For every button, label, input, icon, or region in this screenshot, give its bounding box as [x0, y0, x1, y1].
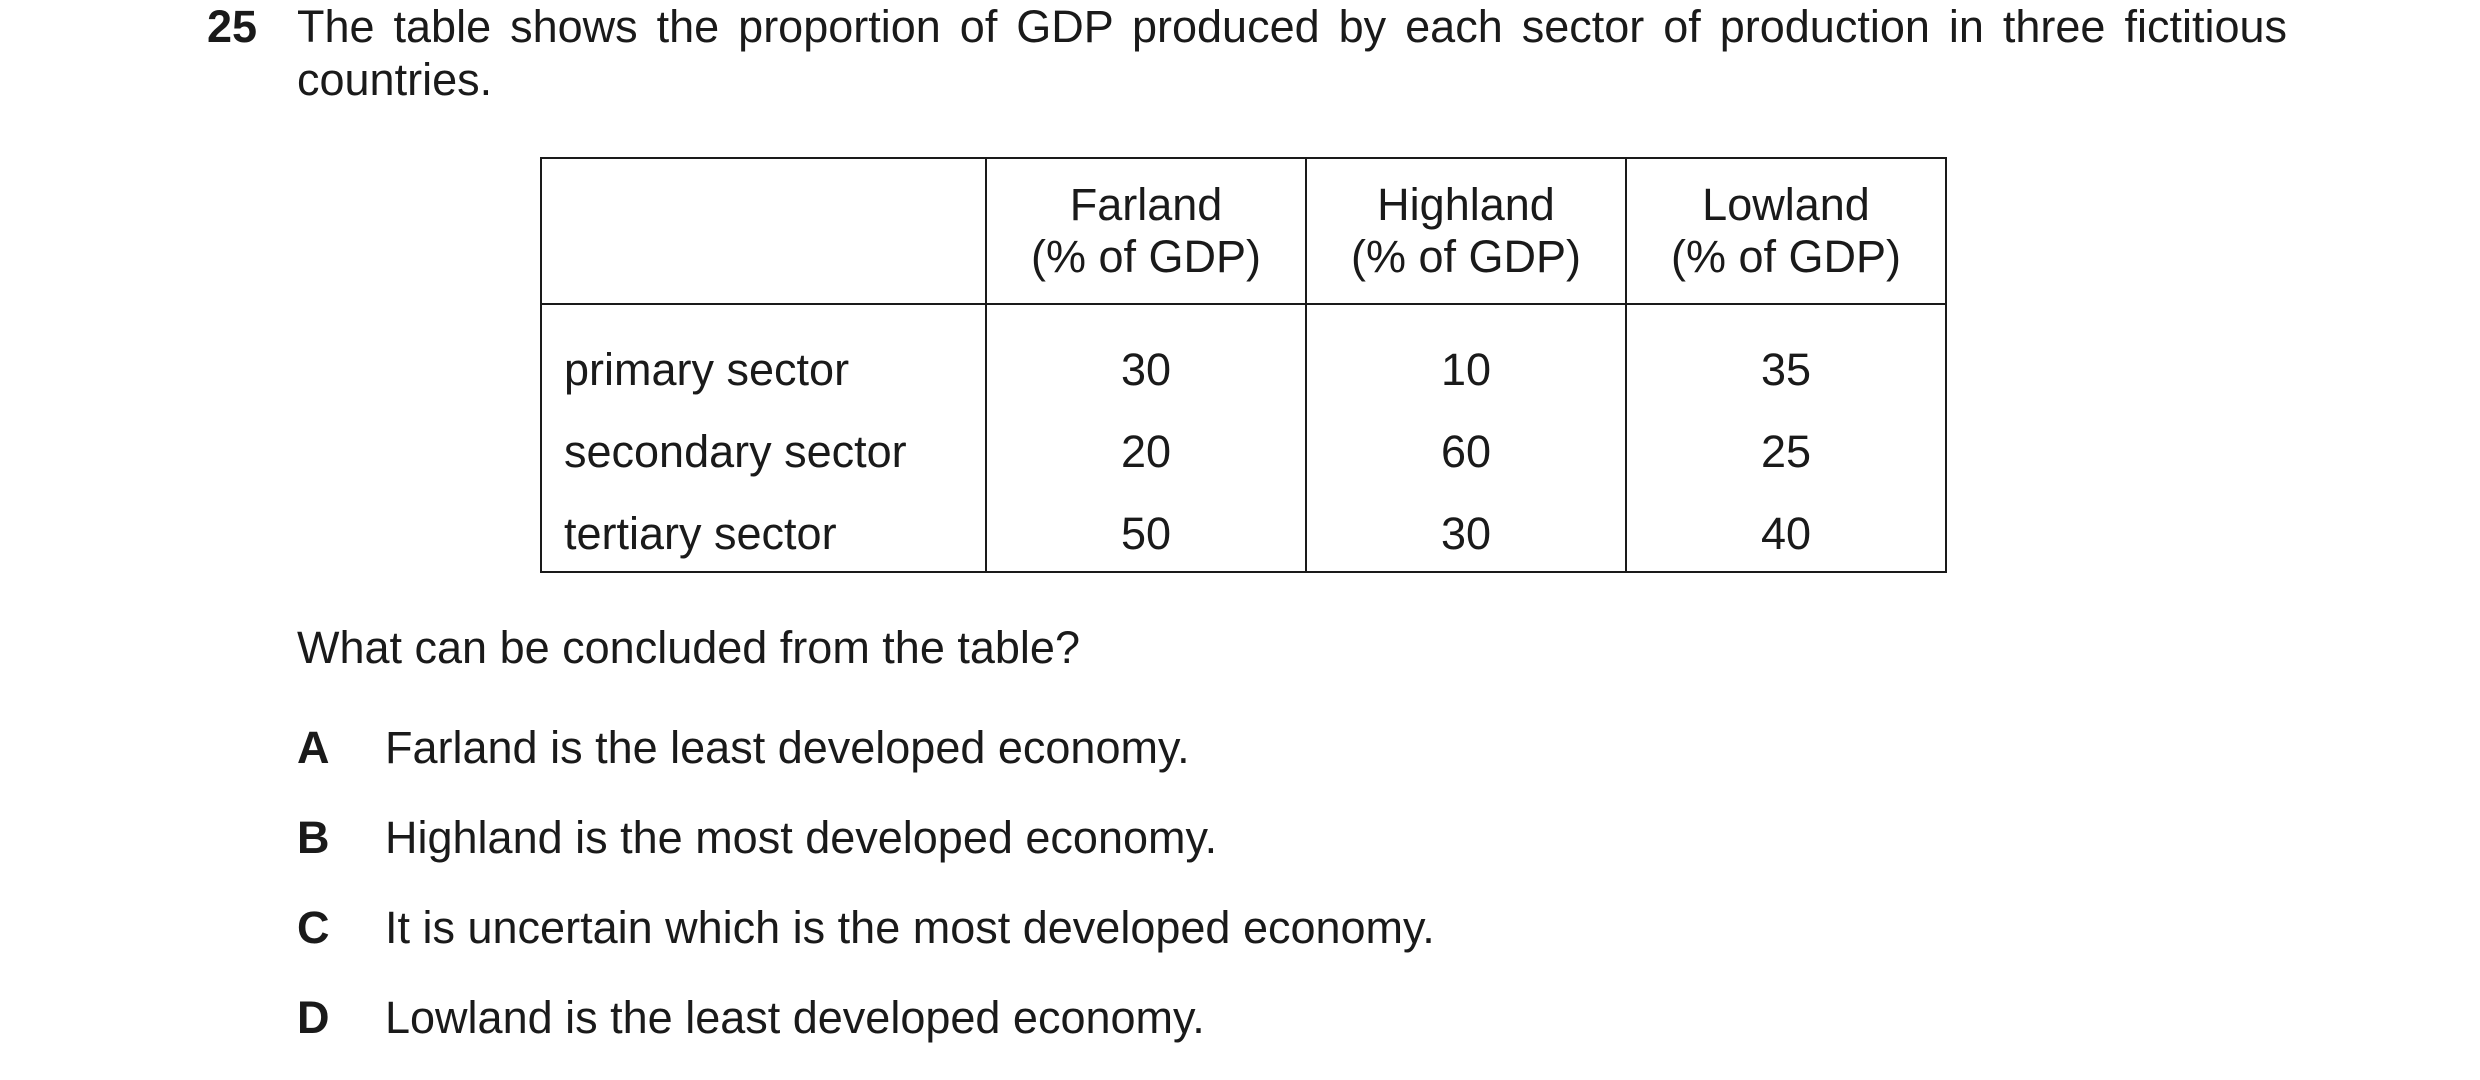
table-cell: 30	[985, 304, 1307, 414]
table-cell: 40	[1625, 486, 1947, 573]
table-cell: 25	[1625, 414, 1947, 486]
column-name: Lowland	[1702, 179, 1870, 230]
table-cell: 50	[985, 486, 1307, 573]
row-label: secondary sector	[540, 414, 987, 486]
option-text: Highland is the most developed economy.	[385, 812, 1218, 863]
column-unit: (% of GDP)	[1350, 231, 1582, 282]
table-cell: 30	[1305, 486, 1627, 573]
option-letter: C	[297, 902, 330, 953]
column-header-highland: Highland (% of GDP)	[1305, 157, 1627, 305]
table-row: primary sector 30 10 35	[540, 304, 1947, 414]
option-letter: D	[297, 992, 330, 1043]
table-cell: 10	[1305, 304, 1627, 414]
question-number: 25	[207, 1, 258, 52]
question-stem: The table shows the proportion of GDP pr…	[297, 1, 2287, 105]
option-text: It is uncertain which is the most develo…	[385, 902, 1435, 953]
column-name: Highland	[1377, 179, 1555, 230]
empty-corner-cell	[540, 157, 987, 305]
column-header-lowland: Lowland (% of GDP)	[1625, 157, 1947, 305]
column-name: Farland	[1069, 179, 1223, 230]
option-letter: A	[297, 722, 330, 773]
table-cell: 35	[1625, 304, 1947, 414]
column-header-farland: Farland (% of GDP)	[985, 157, 1307, 305]
option-letter: B	[297, 812, 330, 863]
table-cell: 20	[985, 414, 1307, 486]
question-prompt: What can be concluded from the table?	[297, 622, 1080, 673]
table-row: tertiary sector 50 30 40	[540, 486, 1947, 573]
table-cell: 60	[1305, 414, 1627, 486]
row-label: tertiary sector	[540, 486, 987, 573]
option-text: Farland is the least developed economy.	[385, 722, 1190, 773]
table-header-row: Farland (% of GDP) Highland (% of GDP) L…	[540, 157, 1947, 305]
column-unit: (% of GDP)	[1670, 231, 1902, 282]
gdp-sector-table: Farland (% of GDP) Highland (% of GDP) L…	[540, 157, 1947, 573]
row-label: primary sector	[540, 304, 987, 414]
table-row: secondary sector 20 60 25	[540, 414, 1947, 486]
column-unit: (% of GDP)	[1030, 231, 1262, 282]
option-text: Lowland is the least developed economy.	[385, 992, 1205, 1043]
